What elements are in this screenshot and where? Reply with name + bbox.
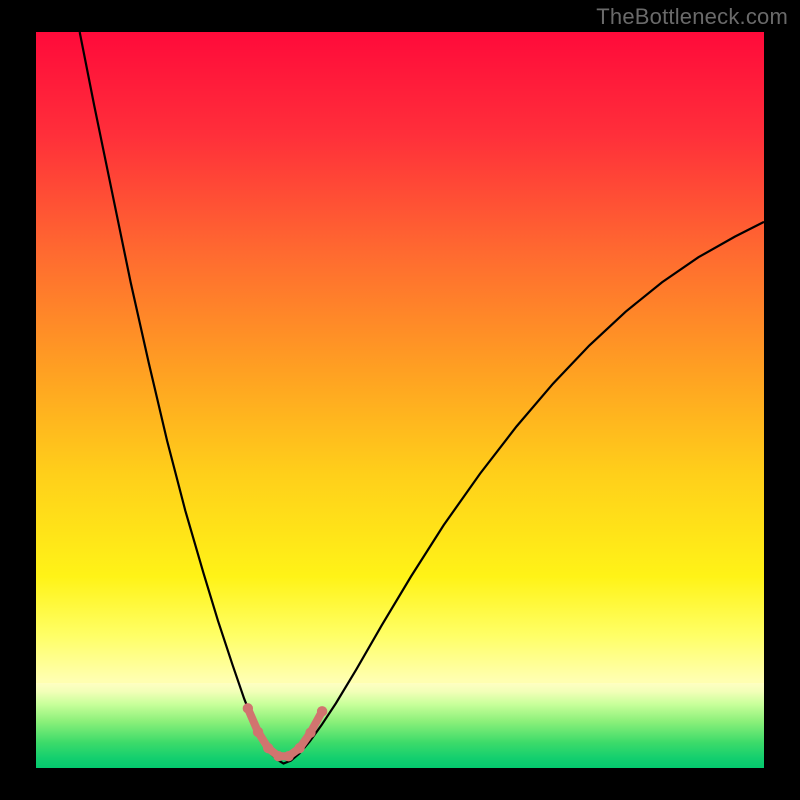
pink-marker [273,751,283,761]
pink-marker [243,703,253,713]
pink-marker [283,751,293,761]
pink-marker [294,743,304,753]
pink-marker [305,727,315,737]
black-v-curve [80,32,764,764]
plot-frame [36,32,764,768]
pink-marker [317,706,327,716]
plot-area [36,32,764,768]
pink-marker [253,727,263,737]
watermark-text: TheBottleneck.com [596,4,788,30]
pink-min-markers [243,703,328,761]
curve-layer [36,32,764,768]
pink-marker [263,743,273,753]
